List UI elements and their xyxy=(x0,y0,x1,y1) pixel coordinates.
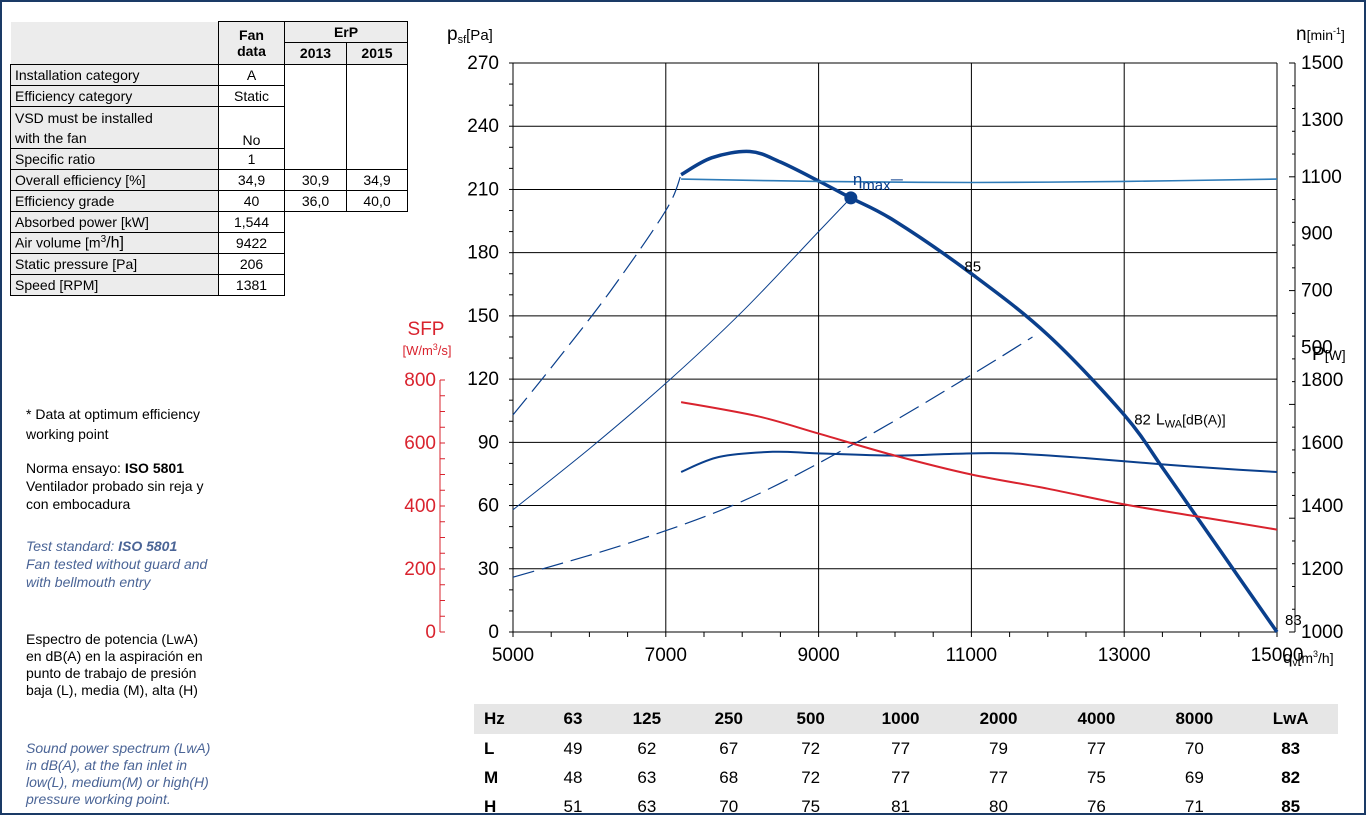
y-tick-label: 90 xyxy=(478,432,499,453)
test-standard-note: Test standard: ISO 5801 Fan tested witho… xyxy=(26,538,208,590)
fan-table-row: Static pressure [Pa] 206 xyxy=(10,253,408,275)
x-tick-label: 7000 xyxy=(645,645,687,666)
lwa-82-label-part: L xyxy=(1156,411,1165,428)
y-tick-label: 240 xyxy=(467,116,499,137)
optimum-efficiency-point xyxy=(844,191,858,205)
speed-tick-label: 1500 xyxy=(1301,53,1343,74)
sfp-axis-unit-part: 3 xyxy=(433,342,438,352)
flow-axis-title-part: /h] xyxy=(1318,650,1334,666)
sfp-tick-label: 600 xyxy=(404,433,436,454)
eta-max-label-part: η xyxy=(853,170,862,189)
lwa-82-label-part: 82 xyxy=(1134,411,1151,428)
sfp-axis-title: SFP xyxy=(408,319,445,340)
power-tick-label: 1000 xyxy=(1301,622,1343,643)
sound-table-header: Hz 63 125 250 500 1000 2000 4000 8000 Lw… xyxy=(474,704,1338,734)
speed-tick-label: 700 xyxy=(1301,281,1333,302)
flow-axis-title: qv[m3/h] xyxy=(1283,648,1334,669)
fan-table-header-row: Fan data ErP 2013 2015 xyxy=(10,21,408,65)
lwa-82-label: 82 LWA[dB(A)] xyxy=(1134,408,1226,430)
speed-tick-label: 500 xyxy=(1301,338,1333,359)
sfp-axis-unit: [W/m3/s] xyxy=(402,342,451,358)
speed-axis-title: n[min-1] xyxy=(1296,24,1345,45)
pressure-curve xyxy=(680,149,1279,634)
lwa-85-label: 85 xyxy=(964,259,981,276)
flow-axis-title-part: q xyxy=(1283,648,1292,667)
sound-table-row-medium: M 48 63 68 72 77 77 75 69 82 xyxy=(484,767,1301,787)
power-curve xyxy=(680,450,1278,473)
y-tick-label: 0 xyxy=(488,622,499,643)
power-axis-title: P[W] xyxy=(1312,344,1346,365)
x-tick-label: 11000 xyxy=(946,645,997,666)
y-tick-label: 60 xyxy=(478,496,499,517)
pressure-axis-title-part: sf xyxy=(458,34,468,46)
system-curve xyxy=(512,197,852,511)
power-axis-title-part: [W] xyxy=(1325,347,1346,363)
sfp-tick-label: 400 xyxy=(404,496,436,517)
sfp-axis-unit-part: /s] xyxy=(438,343,452,358)
fan-performance-chart: 5000 7000 9000 11000 13000 150000306090120150… xyxy=(402,24,1346,669)
fan-data-table: Fan data ErP 2013 2015 Installation categ… xyxy=(10,21,408,296)
flow-axis-title-part: 3 xyxy=(1313,649,1318,659)
fan-table-row: Efficiency category Static xyxy=(10,85,408,107)
lwa-82-label-part: [dB(A)] xyxy=(1182,411,1226,427)
y-tick-label: 120 xyxy=(467,369,499,390)
speed-axis-title-part: ] xyxy=(1341,27,1345,43)
x-tick-label: 15000 xyxy=(1251,645,1304,666)
sfp-axis-unit-part: [W/m xyxy=(402,343,432,358)
norma-note: Norma ensayo: ISO 5801 Ventilador probad… xyxy=(26,460,204,512)
optimum-note: * Data at optimum efficiency working poi… xyxy=(26,406,201,442)
sfp-curve xyxy=(680,401,1278,531)
x-tick-label: 9000 xyxy=(797,645,839,666)
y-tick-label: 180 xyxy=(467,243,499,264)
pressure-curve-unstable xyxy=(512,174,682,416)
sound-table-row-high: H 51 63 70 75 81 80 76 71 85 xyxy=(484,796,1301,816)
pressure-axis-title: psf[Pa] xyxy=(447,24,493,46)
speed-tick-label: 900 xyxy=(1301,224,1333,245)
y-tick-label: 30 xyxy=(478,559,499,580)
pressure-axis-title-part: p xyxy=(447,24,458,45)
y-tick-label: 270 xyxy=(467,53,499,74)
sfp-tick-label: 200 xyxy=(404,559,436,580)
x-tick-label: 5000 xyxy=(492,645,534,666)
erp-2013-label: 2013 xyxy=(285,43,347,64)
power-tick-label: 1200 xyxy=(1301,559,1343,580)
fan-table-row: Specific ratio 1 xyxy=(10,148,408,170)
y-tick-label: 210 xyxy=(467,179,499,200)
power-tick-label: 1400 xyxy=(1301,496,1343,517)
lwa-82-label-part: WA xyxy=(1165,418,1183,430)
espectro-note: Espectro de potencia (LwA) en dB(A) en l… xyxy=(26,631,203,698)
speed-axis-title-part: -1 xyxy=(1333,26,1341,36)
erp-label: ErP xyxy=(285,22,407,43)
flow-axis-title-part: v xyxy=(1292,658,1297,669)
fan-table-row: VSD must be installed with the fan No xyxy=(10,106,408,149)
sound-spectrum-note: Sound power spectrum (LwA) in dB(A), at … xyxy=(26,740,211,807)
power-tick-label: 1800 xyxy=(1301,370,1343,391)
speed-tick-label: 1300 xyxy=(1301,110,1343,131)
system-curve-dashed xyxy=(512,336,1033,578)
speed-axis-title-part: n xyxy=(1296,24,1307,45)
power-axis-title-part: P xyxy=(1312,344,1325,365)
speed-axis-title-part: [min xyxy=(1307,27,1333,43)
sfp-tick-label: 0 xyxy=(425,622,436,643)
fan-table-row: Speed [RPM] 1381 xyxy=(10,274,408,296)
eta-max-label-part: max xyxy=(862,177,891,194)
speed-curve xyxy=(681,178,1278,184)
erp-2015-label: 2015 xyxy=(361,45,393,61)
sound-table-row-low: L 49 62 67 72 77 79 77 70 83 xyxy=(484,738,1301,758)
sfp-tick-label: 800 xyxy=(404,370,436,391)
y-tick-label: 150 xyxy=(467,306,499,327)
x-tick-label: 13000 xyxy=(1098,645,1151,666)
pressure-axis-title-part: [Pa] xyxy=(466,27,493,44)
eta-max-label: ηmax xyxy=(853,170,891,194)
flow-axis-title-part: [m xyxy=(1297,650,1313,666)
power-tick-label: 1600 xyxy=(1301,433,1343,454)
speed-tick-label: 1100 xyxy=(1301,167,1342,188)
lwa-83-label: 83 xyxy=(1285,612,1302,629)
sound-power-table: Hz 63 125 250 500 1000 2000 4000 8000 Lw… xyxy=(474,704,1338,821)
